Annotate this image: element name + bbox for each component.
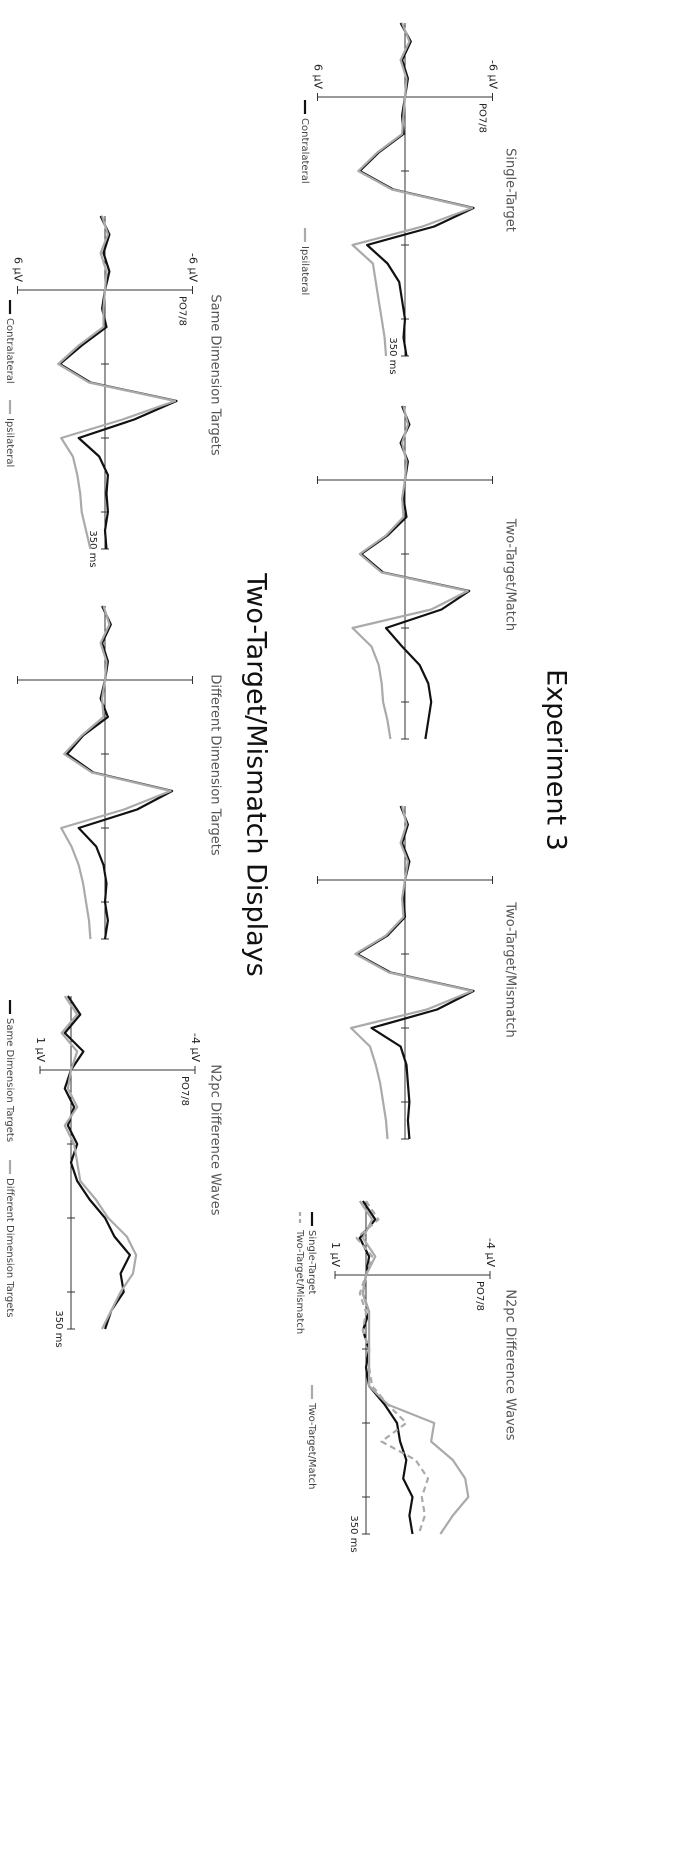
panel-title: Same Dimension Targets (208, 294, 223, 455)
y-tick-label: 1 µV (329, 1242, 342, 1267)
x-tick-label: 350 ms (387, 337, 398, 374)
legend-label: Ipsilateral (299, 246, 310, 295)
heading: Experiment 3 (541, 669, 572, 851)
y-tick-label: -4 µV (189, 1033, 202, 1062)
waveform (57, 215, 177, 550)
legend-label: Contralateral (4, 318, 15, 384)
waveform (58, 215, 178, 550)
panel-title: Single-Target (503, 148, 518, 232)
y-tick-label: -6 µV (487, 60, 500, 89)
legend-label: Two-Target/Mismatch (294, 1229, 305, 1334)
y-tick-label: 6 µV (12, 257, 25, 282)
legend-label: Contralateral (299, 118, 310, 184)
panel-title: N2pc Difference Waves (503, 1289, 518, 1440)
heading: Two-Target/Mismatch Displays (241, 572, 272, 976)
waveform (358, 1200, 414, 1535)
panel-title: Two-Target/Match (503, 518, 518, 631)
y-tick-label: -6 µV (187, 253, 200, 282)
y-tick-label: 6 µV (312, 64, 325, 89)
x-tick-label: 350 ms (87, 530, 98, 567)
channel-label: PO7/8 (177, 296, 188, 326)
waveform (355, 805, 475, 1140)
legend-label: Ipsilateral (4, 418, 15, 467)
waveform (349, 805, 474, 1140)
legend-label: Two-Target/Match (306, 1402, 317, 1489)
y-tick-label: -4 µV (484, 1238, 497, 1267)
waveform (63, 995, 131, 1330)
waveform (358, 22, 475, 357)
channel-label: PO7/8 (179, 1076, 190, 1106)
panel-title: N2pc Difference Waves (208, 1064, 223, 1215)
waveform (360, 405, 471, 740)
waveform (351, 22, 474, 357)
channel-label: PO7/8 (477, 103, 488, 133)
x-tick-label: 350 ms (348, 1515, 359, 1552)
waveform (351, 405, 469, 740)
panel-title: Different Dimension Targets (208, 674, 223, 856)
waveform (60, 995, 138, 1330)
channel-label: PO7/8 (474, 1281, 485, 1311)
legend-label: Same Dimension Targets (4, 1018, 15, 1142)
y-tick-label: 1 µV (34, 1037, 47, 1062)
legend-label: Single-Target (306, 1230, 317, 1294)
x-tick-label: 350 ms (53, 1310, 64, 1347)
waveform (358, 1200, 470, 1535)
waveform (60, 605, 172, 940)
panel-title: Two-Target/Mismatch (503, 901, 518, 1037)
waveform (66, 605, 174, 940)
legend-label: Different Dimension Targets (4, 1178, 15, 1317)
